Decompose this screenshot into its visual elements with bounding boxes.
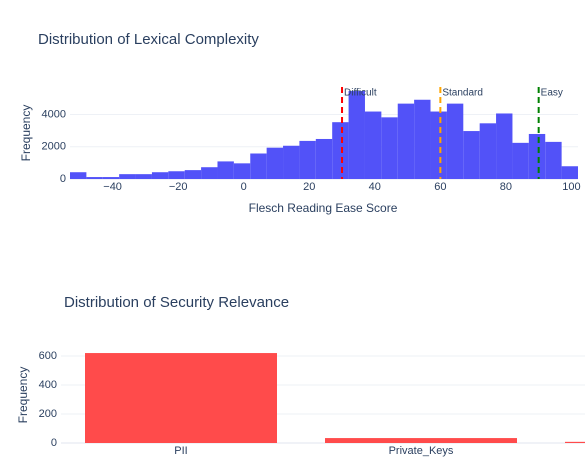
x-tick-label: 60: [434, 181, 446, 193]
y-tick-label: 4000: [42, 108, 66, 120]
bar: [479, 123, 497, 179]
bar: [201, 167, 218, 179]
bar: [528, 133, 546, 179]
bar: [545, 141, 562, 179]
bar: [283, 145, 300, 179]
annotation: Easy: [541, 88, 563, 99]
bar: [266, 147, 284, 179]
chart-title: Distribution of Lexical Complexity: [38, 31, 259, 48]
bar: [512, 142, 529, 179]
y-tick-label: 0: [60, 173, 66, 185]
bar: [315, 138, 333, 179]
y-tick-label: 200: [39, 408, 57, 420]
x-tick-label: 40: [369, 181, 381, 193]
bar: [70, 172, 87, 179]
bar: [184, 170, 202, 179]
bar: [364, 111, 382, 179]
y-axis-label: Frequency: [16, 367, 30, 424]
bar: [325, 438, 517, 443]
x-tick-label: Private_Keys: [389, 445, 454, 457]
x-tick-label: 80: [500, 181, 512, 193]
bar: [168, 171, 185, 179]
bar: [414, 99, 431, 179]
bar: [397, 103, 415, 179]
y-axis-label: Frequency: [19, 105, 33, 162]
x-tick-label: PII: [174, 445, 187, 457]
y-tick-label: 400: [39, 379, 57, 391]
y-tick-label: 600: [39, 350, 57, 362]
bar: [151, 172, 169, 179]
bar: [463, 131, 480, 179]
bar: [446, 103, 464, 179]
x-axis-label: Flesch Reading Ease Score: [249, 201, 398, 215]
bar: [348, 91, 365, 179]
bar: [85, 353, 277, 443]
annotation: Standard: [442, 88, 483, 99]
chart-title: Distribution of Security Relevance: [64, 294, 289, 311]
x-tick-label: −40: [103, 181, 122, 193]
annotation: Difficult: [344, 88, 377, 99]
y-tick-label: 2000: [42, 141, 66, 153]
bar: [217, 161, 234, 179]
y-tick-label: 0: [51, 437, 57, 449]
bar: [250, 153, 267, 179]
x-tick-label: 100: [562, 181, 580, 193]
bar: [102, 177, 120, 179]
bar: [233, 163, 251, 179]
bar: [135, 174, 152, 179]
bar: [299, 140, 316, 179]
bar: [565, 441, 585, 443]
x-tick-label: −20: [169, 181, 188, 193]
bar: [430, 111, 447, 179]
bar: [332, 122, 349, 179]
bar: [496, 113, 513, 179]
x-tick-label: 20: [303, 181, 315, 193]
bar: [86, 177, 103, 179]
x-tick-label: 0: [241, 181, 247, 193]
bar: [381, 117, 398, 179]
bar: [119, 174, 136, 179]
bar: [561, 166, 578, 179]
